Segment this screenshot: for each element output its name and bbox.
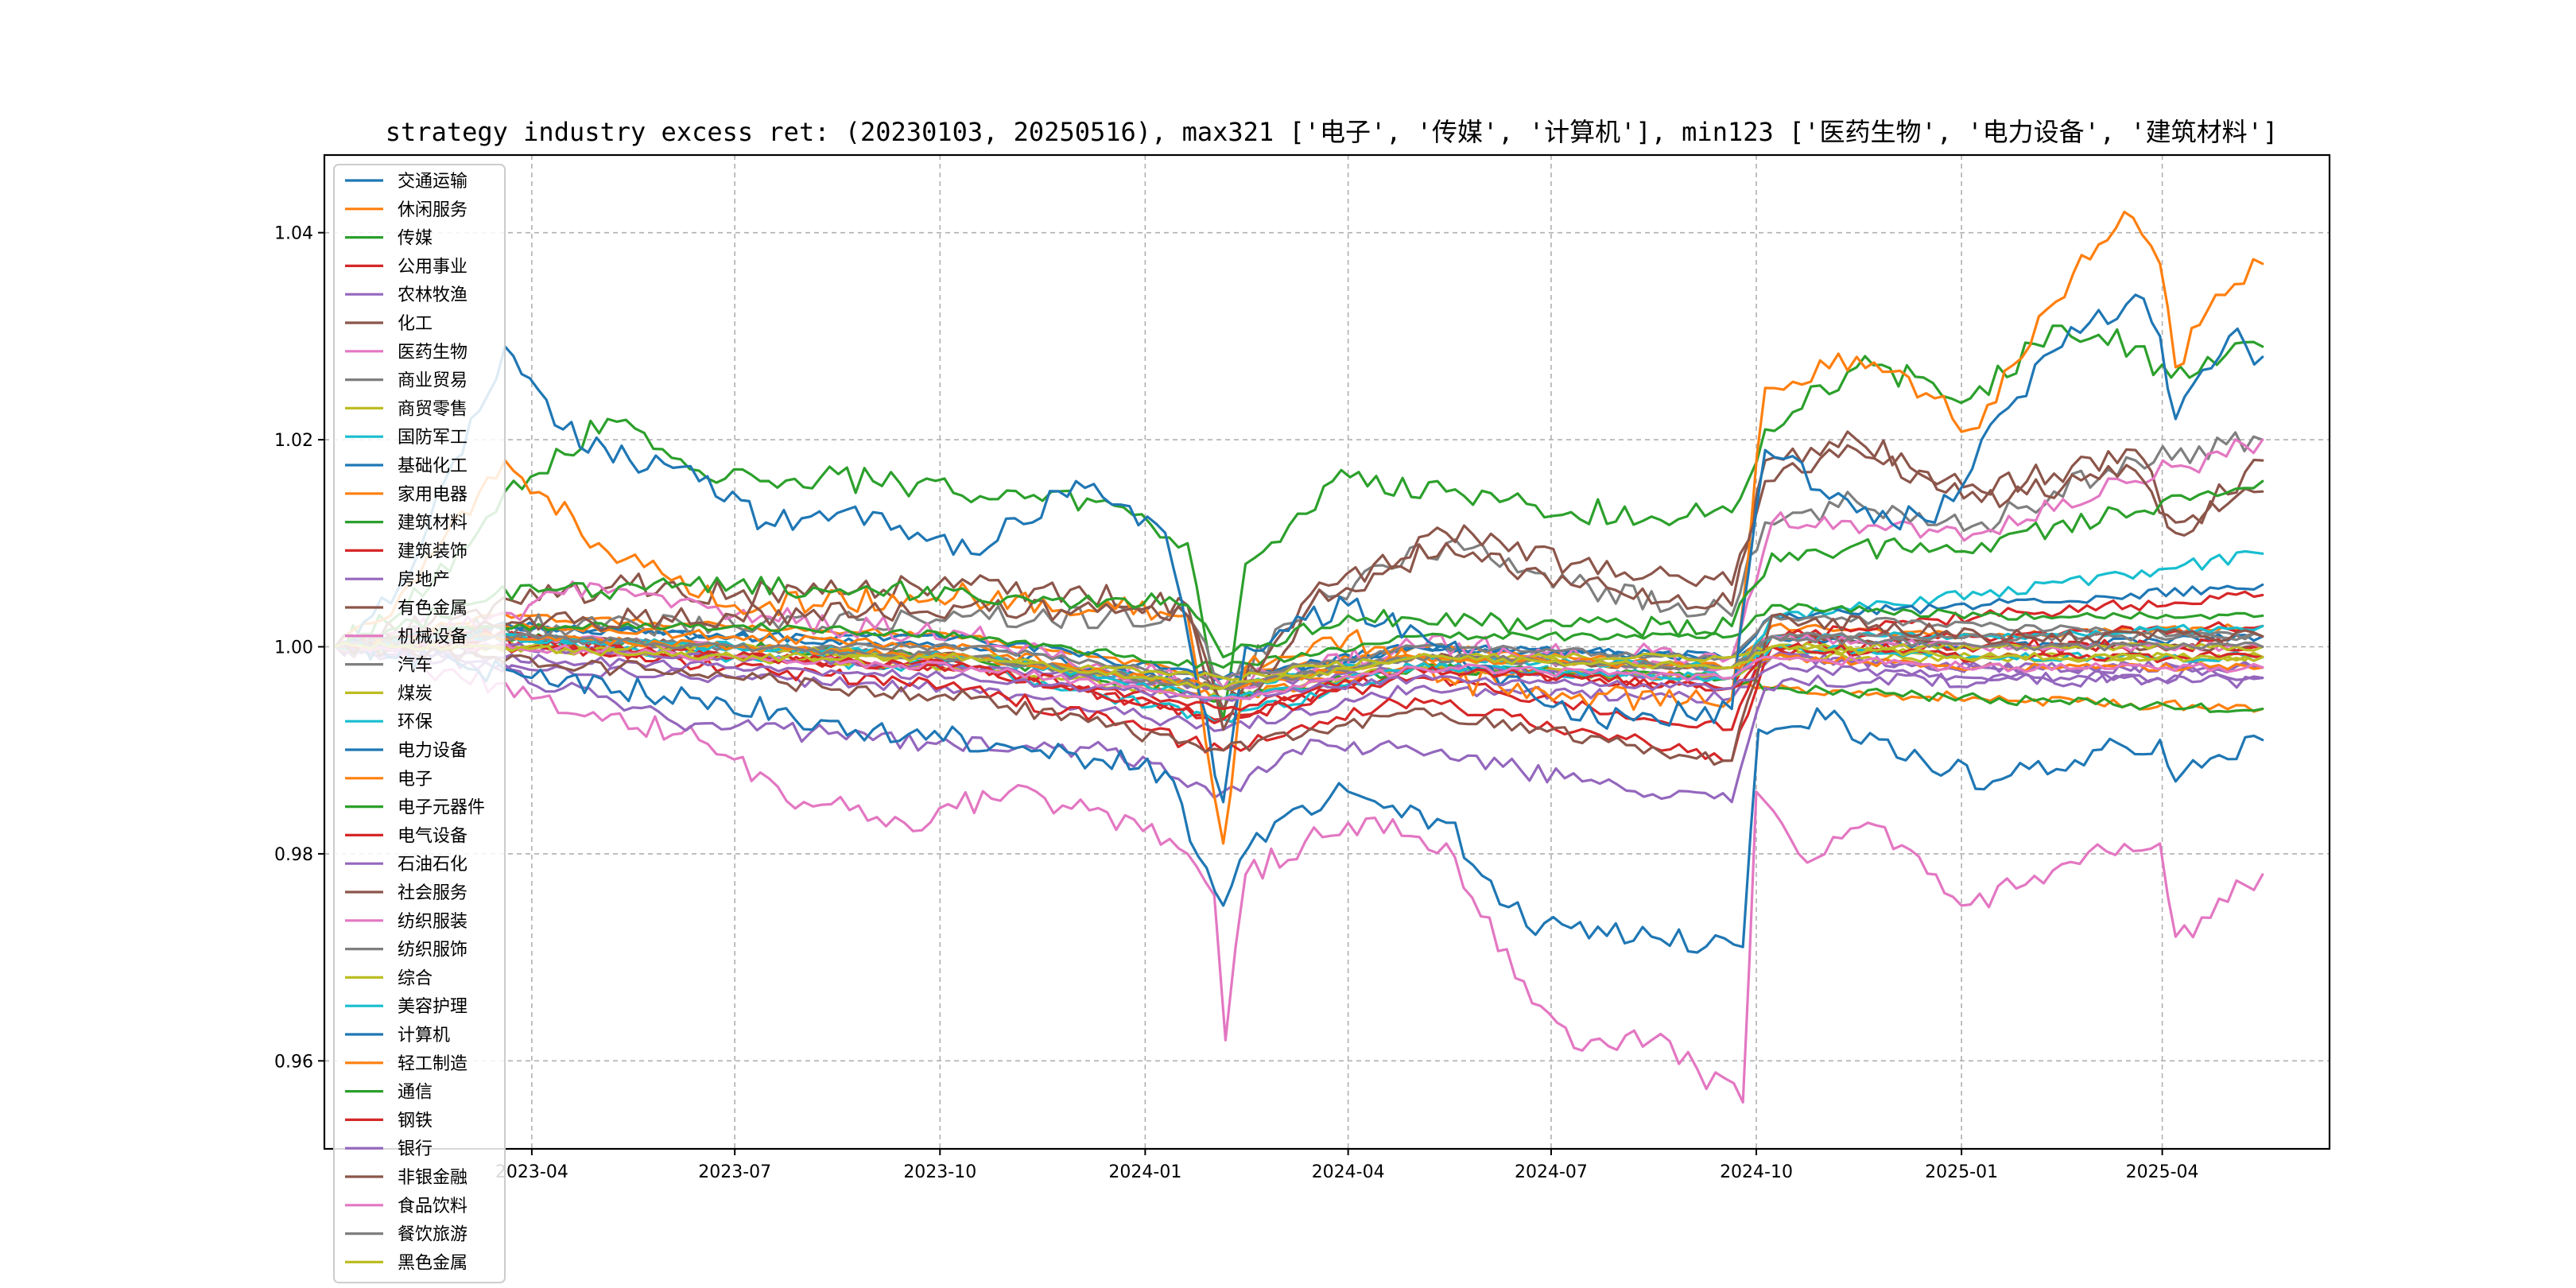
legend-label: 轻工制造 (398, 1054, 467, 1074)
legend-label: 公用事业 (398, 257, 467, 277)
y-tick-label: 0.98 (274, 845, 313, 865)
legend-label: 家用电器 (398, 485, 467, 505)
series-line (334, 641, 2264, 690)
legend-label: 综合 (398, 968, 433, 988)
legend-label: 电力设备 (398, 741, 467, 761)
legend-label: 非银金融 (398, 1168, 467, 1188)
legend-label: 电气设备 (398, 826, 467, 846)
x-tick-label: 2024-07 (1515, 1162, 1588, 1182)
series-line (334, 638, 2264, 954)
legend-label: 房地产 (398, 570, 450, 590)
x-tick-label: 2023-10 (903, 1162, 976, 1182)
y-tick-label: 1.04 (274, 224, 313, 244)
legend-label: 钢铁 (398, 1111, 433, 1131)
legend-label: 黑色金属 (398, 1253, 467, 1273)
legend-label: 农林牧渔 (398, 285, 467, 305)
legend-label: 食品饮料 (398, 1197, 467, 1216)
legend-label: 传媒 (398, 229, 433, 249)
x-tick-label: 2025-01 (1925, 1162, 1998, 1182)
legend-label: 计算机 (398, 1026, 450, 1046)
legend-label: 银行 (398, 1139, 433, 1159)
legend-label: 商业贸易 (398, 371, 467, 391)
series-line (334, 603, 2264, 669)
y-tick-label: 1.02 (274, 431, 313, 451)
series-line (334, 643, 2264, 1104)
x-tick-label: 2024-10 (1720, 1162, 1793, 1182)
legend-label: 环保 (398, 712, 433, 732)
legend-label: 国防军工 (398, 428, 467, 448)
legend-label: 建筑材料 (398, 514, 467, 533)
legend-label: 化工 (398, 314, 433, 334)
y-tick-label: 0.96 (274, 1052, 313, 1072)
series-line (334, 644, 2264, 703)
legend-label: 纺织服装 (398, 912, 467, 932)
x-tick-label: 2024-01 (1108, 1162, 1181, 1182)
series-line (334, 430, 2264, 731)
y-tick-label: 1.00 (274, 638, 313, 658)
series-line (334, 479, 2264, 659)
series-line (334, 642, 2264, 681)
legend-label: 餐饮旅游 (398, 1225, 467, 1245)
legend-label: 美容护理 (398, 997, 467, 1017)
legend-label: 汽车 (398, 656, 433, 676)
x-tick-label: 2024-04 (1312, 1162, 1385, 1182)
series-line (334, 632, 2264, 691)
axis-ticks: 2023-04 2023-07 2023-10 2024-01 2024-04 2024-… (274, 224, 2199, 1182)
legend-label: 建筑装饰 (398, 541, 467, 561)
series-lines (334, 211, 2264, 1104)
legend-label: 商贸零售 (398, 399, 467, 419)
legend-label: 基础化工 (398, 456, 467, 476)
legend-label: 社会服务 (398, 883, 467, 903)
x-tick-label: 2023-07 (698, 1162, 771, 1182)
legend-label: 机械设备 (398, 627, 467, 647)
series-line (334, 293, 2264, 804)
legend-label: 通信 (398, 1083, 433, 1103)
x-tick-label: 2025-04 (2126, 1162, 2199, 1182)
legend-label: 医药生物 (398, 343, 467, 363)
legend-label: 纺织服饰 (398, 941, 467, 960)
series-line (334, 324, 2264, 721)
chart-title: strategy industry excess ret: (20230103,… (386, 117, 2278, 147)
legend-label: 石油石化 (398, 855, 467, 875)
legend: 交通运输休闲服务传媒公用事业农林牧渔化工医药生物商业贸易商贸零售国防军工基础化工… (333, 164, 506, 1284)
legend-label: 休闲服务 (398, 200, 467, 220)
series-line (334, 211, 2264, 845)
series-line (334, 612, 2264, 766)
legend-label: 有色金属 (398, 599, 467, 619)
legend-label: 电子元器件 (398, 798, 485, 818)
legend-box (333, 164, 506, 1284)
plot-frame (323, 153, 2331, 1150)
legend-label: 交通运输 (398, 172, 467, 192)
legend-label: 电子 (398, 770, 433, 789)
x-tick-label: 2023-04 (495, 1162, 568, 1182)
legend-label: 煤炭 (398, 684, 433, 704)
